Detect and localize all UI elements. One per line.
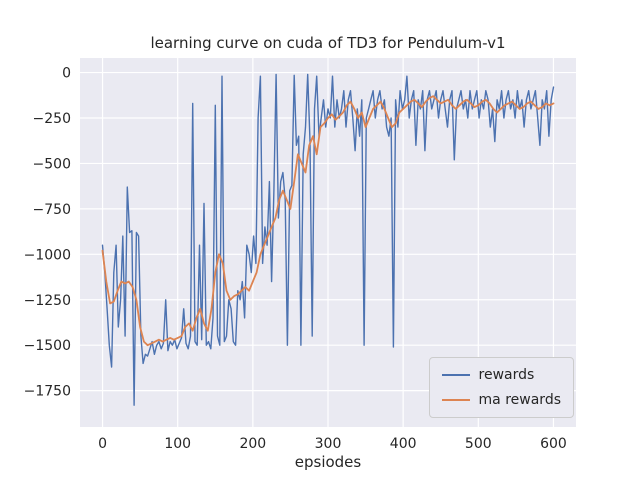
x-tick-label: 300 [315,436,342,452]
x-axis-label: epsiodes [294,453,362,471]
y-tick-label: −500 [33,156,71,172]
y-tick-label: −1500 [24,338,71,354]
x-tick-label: 100 [164,436,191,452]
legend: rewards ma rewards [428,357,574,418]
series-line-rewards [101,73,555,406]
chart-title: learning curve on cuda of TD3 for Pendul… [150,34,506,52]
legend-item-ma-rewards: ma rewards [441,392,561,408]
y-tick-label: −750 [33,202,71,218]
x-tick-label: 200 [239,436,266,452]
ma-rewards-line-swatch [441,399,470,401]
rewards-line-swatch [441,374,470,376]
x-tick-label: 0 [98,436,107,452]
legend-item-rewards: rewards [441,367,561,383]
y-tick-label: −250 [33,111,71,127]
x-tick-label: 500 [465,436,492,452]
series-line-ma-rewards [101,95,555,347]
y-tick-label: −1250 [24,293,71,309]
y-tick-label: −1750 [24,384,71,400]
x-tick-label: 400 [390,436,417,452]
y-tick-label: 0 [62,66,71,82]
x-tick-label: 600 [540,436,567,452]
legend-label-ma-rewards: ma rewards [478,392,561,408]
y-tick-label: −1000 [24,247,71,263]
legend-label-rewards: rewards [478,367,535,383]
